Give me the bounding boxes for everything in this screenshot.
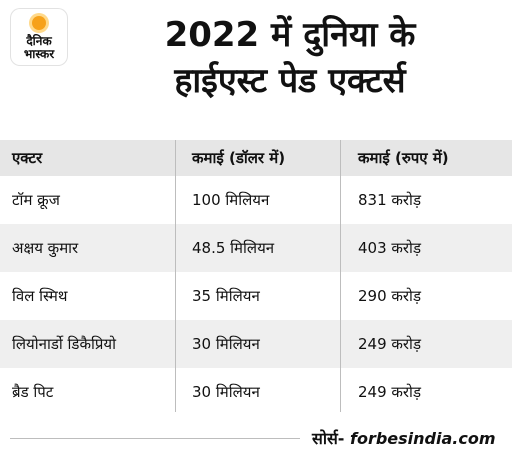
column-divider [340, 140, 341, 412]
column-divider [175, 140, 176, 412]
earnings-dollar: 30 मिलियन [192, 335, 260, 353]
actor-name: अक्षय कुमार [12, 239, 79, 257]
earnings-table: एक्टर कमाई (डॉलर में) कमाई (रुपए में) टॉ… [0, 140, 512, 416]
actor-name: टॉम क्रूज [12, 191, 60, 209]
earnings-rupee: 290 करोड़ [358, 287, 421, 305]
earnings-dollar: 30 मिलियन [192, 383, 260, 401]
title-line1: 2022 में दुनिया के [164, 15, 416, 55]
header-earnings-dollar: कमाई (डॉलर में) [192, 149, 286, 167]
dainik-bhaskar-logo: दैनिक भास्कर [10, 8, 68, 66]
page-title: 2022 में दुनिया के हाईएस्ट पेड एक्टर्स [80, 12, 500, 104]
earnings-dollar: 100 मिलियन [192, 191, 270, 209]
logo-text-line1: दैनिक [26, 34, 52, 48]
source-label: सोर्स- [312, 429, 345, 448]
table-row: टॉम क्रूज 100 मिलियन 831 करोड़ [0, 176, 512, 224]
table-row: लियोनार्डो डिकैप्रियो 30 मिलियन 249 करोड… [0, 320, 512, 368]
table-row: अक्षय कुमार 48.5 मिलियन 403 करोड़ [0, 224, 512, 272]
logo-text-line2: भास्कर [23, 47, 55, 61]
earnings-dollar: 35 मिलियन [192, 287, 260, 305]
sun-icon [32, 16, 46, 30]
footer-divider [10, 438, 300, 439]
table-row: विल स्मिथ 35 मिलियन 290 करोड़ [0, 272, 512, 320]
table-row: ब्रैड पिट 30 मिलियन 249 करोड़ [0, 368, 512, 416]
actor-name: विल स्मिथ [12, 287, 68, 305]
earnings-rupee: 249 करोड़ [358, 383, 421, 401]
title-line2: हाईएस्ट पेड एक्टर्स [174, 61, 406, 101]
source-credit: सोर्स- forbesindia.com [312, 427, 496, 449]
earnings-rupee: 403 करोड़ [358, 239, 421, 257]
actor-name: ब्रैड पिट [12, 383, 54, 401]
earnings-rupee: 249 करोड़ [358, 335, 421, 353]
source-site: forbesindia.com [350, 429, 496, 448]
earnings-rupee: 831 करोड़ [358, 191, 421, 209]
header-earnings-rupee: कमाई (रुपए में) [358, 149, 449, 167]
actor-name: लियोनार्डो डिकैप्रियो [12, 335, 116, 353]
table-header-row: एक्टर कमाई (डॉलर में) कमाई (रुपए में) [0, 140, 512, 176]
earnings-dollar: 48.5 मिलियन [192, 239, 275, 257]
header-actor: एक्टर [12, 149, 43, 167]
